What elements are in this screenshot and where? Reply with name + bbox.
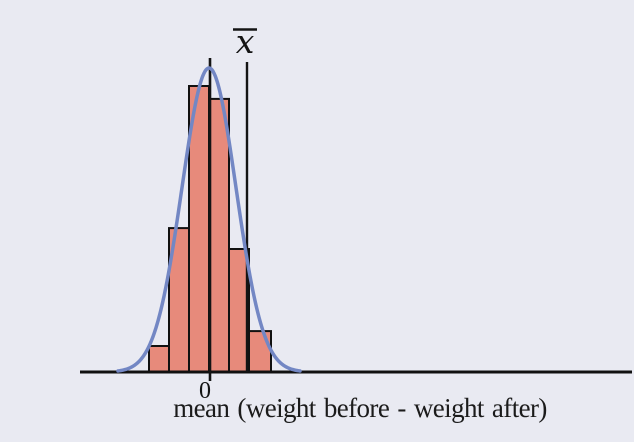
histogram-bar xyxy=(148,345,170,373)
xbar-label-glyph: x xyxy=(236,22,255,61)
zero-tick-label: 0 xyxy=(199,378,211,404)
normal-curve xyxy=(116,66,302,373)
x-axis-title: mean (weight before - weight after) xyxy=(173,393,547,423)
histogram-bar xyxy=(248,330,272,374)
xbar-label: x xyxy=(233,22,257,61)
histogram-bar xyxy=(208,97,230,374)
histogram-bars xyxy=(148,85,272,374)
